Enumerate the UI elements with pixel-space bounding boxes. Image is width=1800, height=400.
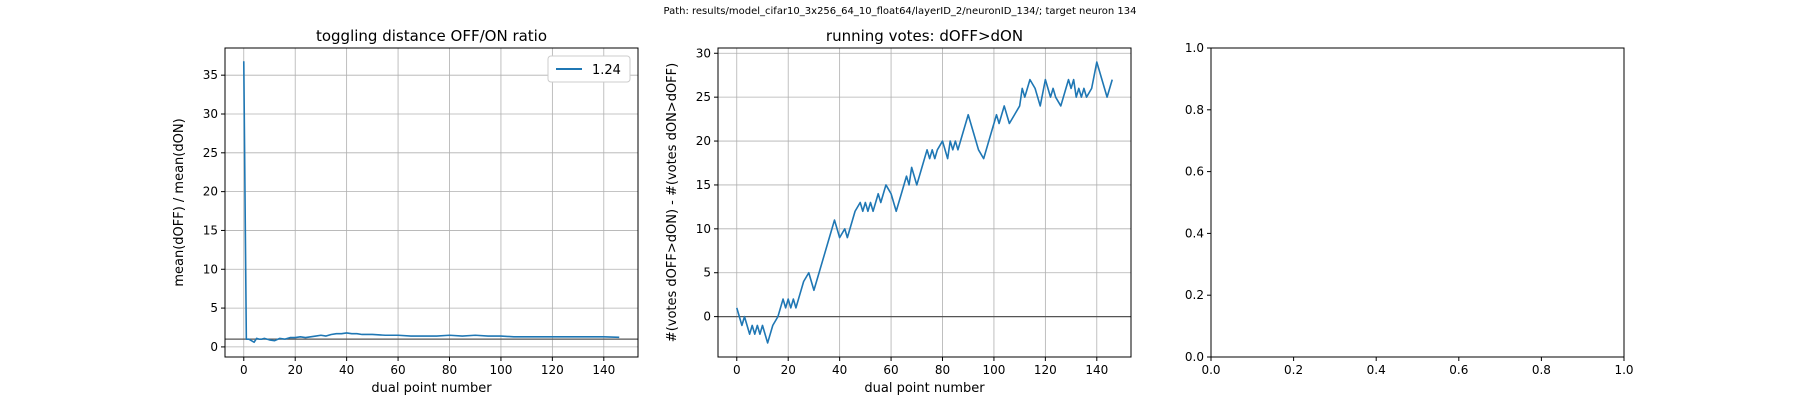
axes-frame — [1210, 47, 1625, 358]
x-tick-label: 0.2 — [1284, 363, 1303, 377]
y-tick-label: 0.4 — [1185, 226, 1204, 240]
y-tick-label: 35 — [203, 68, 218, 82]
chart-2 — [714, 47, 1132, 361]
y-tick-label: 0 — [703, 310, 711, 324]
x-tick-label: 100 — [982, 363, 1005, 377]
x-tick-label: 100 — [489, 363, 512, 377]
y-tick-label: 5 — [703, 266, 711, 280]
x-tick-label: 40 — [339, 363, 354, 377]
y-tick-label: 0.8 — [1185, 103, 1204, 117]
y-tick-label: 20 — [696, 134, 711, 148]
x-tick-label: 0.4 — [1367, 363, 1386, 377]
y-axis-label: mean(dOFF) / mean(dON) — [172, 118, 187, 286]
x-tick-label: 0.8 — [1532, 363, 1551, 377]
x-tick-label: 120 — [1034, 363, 1057, 377]
chart-title: running votes: dOFF>dON — [826, 27, 1023, 45]
legend-box — [547, 55, 631, 83]
chart-3 — [1207, 47, 1625, 361]
y-tick-label: 5 — [210, 301, 218, 315]
x-tick-label: 0.0 — [1201, 363, 1220, 377]
y-tick-label: 15 — [696, 178, 711, 192]
chart-title: toggling distance OFF/ON ratio — [316, 27, 547, 45]
axes-frame — [224, 47, 639, 358]
x-tick-label: 20 — [288, 363, 303, 377]
y-tick-label: 0.6 — [1185, 165, 1204, 179]
y-tick-label: 20 — [203, 185, 218, 199]
y-tick-label: 15 — [203, 223, 218, 237]
series-line — [242, 61, 620, 344]
x-tick-label: 40 — [832, 363, 847, 377]
x-tick-label: 0 — [240, 363, 248, 377]
x-tick-label: 0 — [733, 363, 741, 377]
x-tick-label: 80 — [935, 363, 950, 377]
x-axis-label: dual point number — [864, 381, 985, 396]
y-tick-label: 1.0 — [1185, 41, 1204, 55]
y-tick-label: 30 — [696, 46, 711, 60]
x-axis-label: dual point number — [371, 381, 492, 396]
x-tick-label: 20 — [781, 363, 796, 377]
y-tick-label: 25 — [696, 90, 711, 104]
y-tick-label: 25 — [203, 146, 218, 160]
x-tick-label: 120 — [541, 363, 564, 377]
y-tick-label: 30 — [203, 107, 218, 121]
x-tick-label: 80 — [442, 363, 457, 377]
x-tick-label: 60 — [883, 363, 898, 377]
legend-label: 1.24 — [592, 63, 621, 78]
figure-suptitle: Path: results/model_cifar10_3x256_64_10_… — [663, 6, 1137, 17]
y-tick-label: 10 — [696, 222, 711, 236]
axes-frame — [717, 47, 1132, 358]
y-axis-label: #(votes dOFF>dON) - #(votes dON>dOFF) — [665, 63, 680, 342]
x-tick-label: 0.6 — [1449, 363, 1468, 377]
series-line — [736, 61, 1113, 344]
x-tick-label: 60 — [390, 363, 405, 377]
y-tick-label: 0.2 — [1185, 288, 1204, 302]
y-tick-label: 10 — [203, 262, 218, 276]
y-tick-label: 0 — [210, 340, 218, 354]
y-tick-label: 0.0 — [1185, 350, 1204, 364]
x-tick-label: 140 — [592, 363, 615, 377]
chart-1 — [221, 47, 639, 361]
x-tick-label: 1.0 — [1614, 363, 1633, 377]
x-tick-label: 140 — [1085, 363, 1108, 377]
